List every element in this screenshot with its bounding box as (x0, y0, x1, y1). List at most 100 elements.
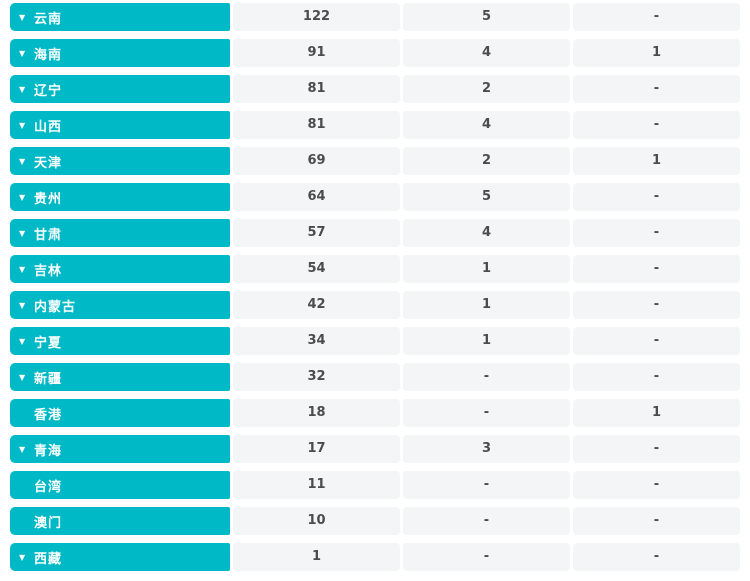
expand-arrow-icon: ▼ (19, 228, 27, 238)
value-cell-1: 32 (233, 363, 400, 391)
expand-arrow-icon: ▼ (19, 12, 27, 22)
province-button: ▼ 澳门 (10, 507, 230, 535)
value-cell-2: - (403, 507, 570, 535)
table-row: ▼ 台湾 11 - - (10, 471, 740, 499)
value-cell-3: - (573, 111, 740, 139)
value-cell-3: - (573, 435, 740, 463)
table-row: ▼ 宁夏 34 1 - (10, 327, 740, 355)
value-cell-2: 5 (403, 183, 570, 211)
value-cell-1: 64 (233, 183, 400, 211)
value-cell-3: - (573, 255, 740, 283)
value-cell-1: 69 (233, 147, 400, 175)
value-cell-3: - (573, 327, 740, 355)
value-cell-2: - (403, 363, 570, 391)
value-cell-2: 4 (403, 219, 570, 247)
province-button[interactable]: ▼ 内蒙古 (10, 291, 230, 319)
province-button[interactable]: ▼ 吉林 (10, 255, 230, 283)
province-label: 辽宁 (34, 83, 63, 99)
province-button[interactable]: ▼ 甘肃 (10, 219, 230, 247)
table-row: ▼ 澳门 10 - - (10, 507, 740, 535)
expand-arrow-icon: ▼ (19, 552, 27, 562)
province-button[interactable]: ▼ 天津 (10, 147, 230, 175)
value-cell-3: - (573, 3, 740, 31)
province-button[interactable]: ▼ 新疆 (10, 363, 230, 391)
province-button[interactable]: ▼ 宁夏 (10, 327, 230, 355)
expand-arrow-icon: ▼ (19, 300, 27, 310)
province-label: 吉林 (34, 263, 63, 279)
table-row: ▼ 天津 69 2 1 (10, 147, 740, 175)
province-button: ▼ 香港 (10, 399, 230, 427)
province-button[interactable]: ▼ 辽宁 (10, 75, 230, 103)
province-label: 青海 (34, 443, 63, 459)
province-button[interactable]: ▼ 青海 (10, 435, 230, 463)
expand-arrow-icon: ▼ (19, 444, 27, 454)
province-label: 香港 (34, 407, 63, 423)
value-cell-2: 2 (403, 147, 570, 175)
value-cell-2: 1 (403, 255, 570, 283)
province-button: ▼ 台湾 (10, 471, 230, 499)
province-label: 天津 (34, 155, 63, 171)
value-cell-2: 1 (403, 291, 570, 319)
table-row: ▼ 海南 91 4 1 (10, 39, 740, 67)
expand-arrow-icon: ▼ (19, 120, 27, 130)
value-cell-1: 17 (233, 435, 400, 463)
province-button[interactable]: ▼ 云南 (10, 3, 230, 31)
table-row: ▼ 吉林 54 1 - (10, 255, 740, 283)
table-row: ▼ 山西 81 4 - (10, 111, 740, 139)
value-cell-3: 1 (573, 147, 740, 175)
table-row: ▼ 内蒙古 42 1 - (10, 291, 740, 319)
province-label: 新疆 (34, 371, 63, 387)
value-cell-2: 2 (403, 75, 570, 103)
value-cell-1: 54 (233, 255, 400, 283)
value-cell-3: - (573, 75, 740, 103)
value-cell-2: 3 (403, 435, 570, 463)
province-label: 云南 (34, 11, 63, 27)
table-row: ▼ 西藏 1 - - (10, 543, 740, 571)
expand-arrow-icon: ▼ (19, 372, 27, 382)
value-cell-1: 81 (233, 75, 400, 103)
province-button[interactable]: ▼ 西藏 (10, 543, 230, 571)
table-row: ▼ 香港 18 - 1 (10, 399, 740, 427)
table-row: ▼ 新疆 32 - - (10, 363, 740, 391)
table-row: ▼ 辽宁 81 2 - (10, 75, 740, 103)
province-label: 海南 (34, 47, 63, 63)
expand-arrow-icon: ▼ (19, 192, 27, 202)
value-cell-1: 10 (233, 507, 400, 535)
value-cell-2: 4 (403, 111, 570, 139)
table-row: ▼ 青海 17 3 - (10, 435, 740, 463)
value-cell-3: - (573, 471, 740, 499)
value-cell-1: 11 (233, 471, 400, 499)
province-label: 甘肃 (34, 227, 63, 243)
value-cell-1: 42 (233, 291, 400, 319)
value-cell-1: 34 (233, 327, 400, 355)
value-cell-3: - (573, 219, 740, 247)
expand-arrow-icon: ▼ (19, 156, 27, 166)
value-cell-1: 122 (233, 3, 400, 31)
province-button[interactable]: ▼ 海南 (10, 39, 230, 67)
value-cell-1: 57 (233, 219, 400, 247)
value-cell-2: - (403, 471, 570, 499)
value-cell-1: 1 (233, 543, 400, 571)
province-label: 山西 (34, 119, 63, 135)
value-cell-2: - (403, 543, 570, 571)
value-cell-3: - (573, 507, 740, 535)
province-label: 西藏 (34, 551, 63, 567)
province-label: 内蒙古 (34, 299, 77, 315)
province-button[interactable]: ▼ 贵州 (10, 183, 230, 211)
value-cell-3: - (573, 291, 740, 319)
province-button[interactable]: ▼ 山西 (10, 111, 230, 139)
table-row: ▼ 云南 122 5 - (10, 3, 740, 31)
table-row: ▼ 贵州 64 5 - (10, 183, 740, 211)
value-cell-2: - (403, 399, 570, 427)
expand-arrow-icon: ▼ (19, 336, 27, 346)
expand-arrow-icon: ▼ (19, 84, 27, 94)
province-label: 澳门 (34, 515, 63, 531)
value-cell-3: 1 (573, 39, 740, 67)
value-cell-3: - (573, 363, 740, 391)
value-cell-2: 1 (403, 327, 570, 355)
expand-arrow-icon: ▼ (19, 264, 27, 274)
value-cell-3: - (573, 543, 740, 571)
table-row: ▼ 甘肃 57 4 - (10, 219, 740, 247)
